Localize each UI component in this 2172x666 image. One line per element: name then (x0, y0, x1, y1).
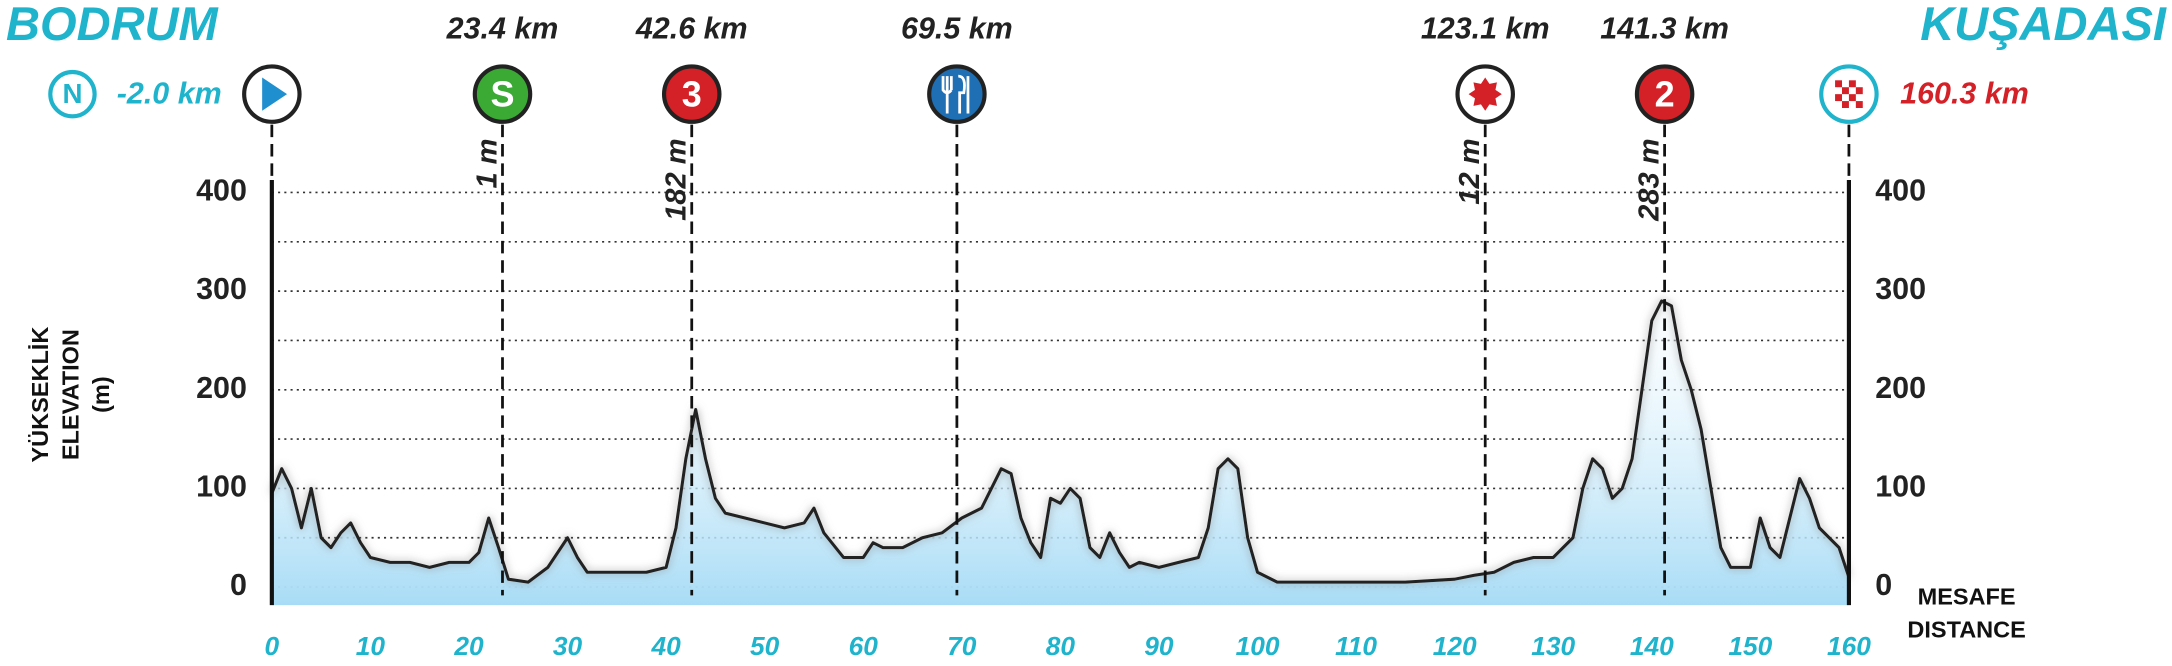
y-tick-label: 300 (196, 272, 247, 306)
marker-elevation: 182 m (661, 138, 693, 220)
y-tick-label-right: 100 (1875, 469, 1926, 503)
x-tick-label: 160 (1827, 631, 1871, 661)
y-axis-title: (m) (88, 376, 114, 413)
neutral-letter: N (62, 78, 82, 109)
finish-check (1848, 94, 1856, 102)
marker-letter: 2 (1655, 73, 1675, 114)
marker-km: 42.6 km (635, 12, 748, 46)
finish-check (1848, 80, 1856, 88)
y-tick-label-right: 400 (1875, 174, 1926, 208)
x-axis-title: MESAFE (1918, 583, 2016, 609)
star-icon (1468, 77, 1502, 111)
y-axis-title: ELEVATION (58, 329, 84, 460)
marker-km: 69.5 km (901, 12, 1013, 46)
elevation-area (271, 300, 1849, 606)
x-tick-label: 40 (650, 631, 681, 661)
marker-letter: 3 (682, 73, 702, 114)
y-tick-label-right: 300 (1875, 272, 1926, 306)
start-name: BODRUM (6, 0, 220, 50)
y-axis-title: YÜKSEKLİK (27, 327, 53, 463)
x-tick-label: 120 (1433, 631, 1477, 661)
y-tick-label: 200 (196, 371, 247, 405)
y-tick-label: 0 (230, 568, 247, 602)
marker-km: 123.1 km (1421, 12, 1550, 46)
finish-km: 160.3 km (1900, 77, 2029, 111)
neutral-icon (48, 69, 97, 119)
x-tick-label: 60 (849, 631, 879, 661)
x-tick-label: 50 (750, 631, 780, 661)
x-tick-label: 70 (947, 631, 977, 661)
x-tick-label: 80 (1046, 631, 1076, 661)
marker-km: 23.4 km (446, 12, 559, 46)
x-tick-label: 10 (356, 631, 386, 661)
marker-elevation: 12 m (1454, 138, 1486, 204)
marker-icon (927, 64, 987, 124)
marker-elevation: 283 m (1633, 138, 1665, 221)
finish-name: KUŞADASI (1920, 0, 2167, 50)
marker-elevation: 1 m (471, 138, 503, 188)
start-km: -2.0 km (117, 77, 222, 111)
x-tick-label: 140 (1630, 631, 1674, 661)
x-tick-label: 90 (1144, 631, 1174, 661)
x-tick-label: 100 (1236, 631, 1280, 661)
finish-check (1842, 101, 1849, 108)
marker-icon (1634, 64, 1695, 124)
x-tick-label: 130 (1531, 631, 1575, 661)
finish-check (1855, 101, 1863, 108)
elevation-line (270, 299, 1851, 584)
marker-icon (472, 64, 533, 124)
x-axis-title: DISTANCE (1907, 617, 2025, 643)
marker-letter: S (490, 73, 514, 114)
finish-check (1835, 94, 1842, 102)
x-tick-label: 110 (1335, 631, 1377, 661)
y-tick-label: 400 (196, 174, 247, 208)
finish-check (1835, 80, 1842, 88)
x-tick-label: 20 (453, 631, 484, 661)
food-icon (941, 74, 970, 114)
x-tick-label: 150 (1728, 631, 1772, 661)
x-tick-label: 0 (265, 631, 280, 661)
y-tick-label-right: 200 (1875, 371, 1926, 405)
x-tick-label: 30 (553, 631, 583, 661)
y-tick-label: 100 (196, 469, 247, 503)
marker-km: 141.3 km (1600, 12, 1729, 46)
finish-check (1842, 87, 1849, 95)
marker-icon (661, 64, 722, 124)
y-tick-label-right: 0 (1875, 568, 1892, 602)
finish-check (1855, 87, 1863, 95)
start-arrow (262, 77, 288, 111)
